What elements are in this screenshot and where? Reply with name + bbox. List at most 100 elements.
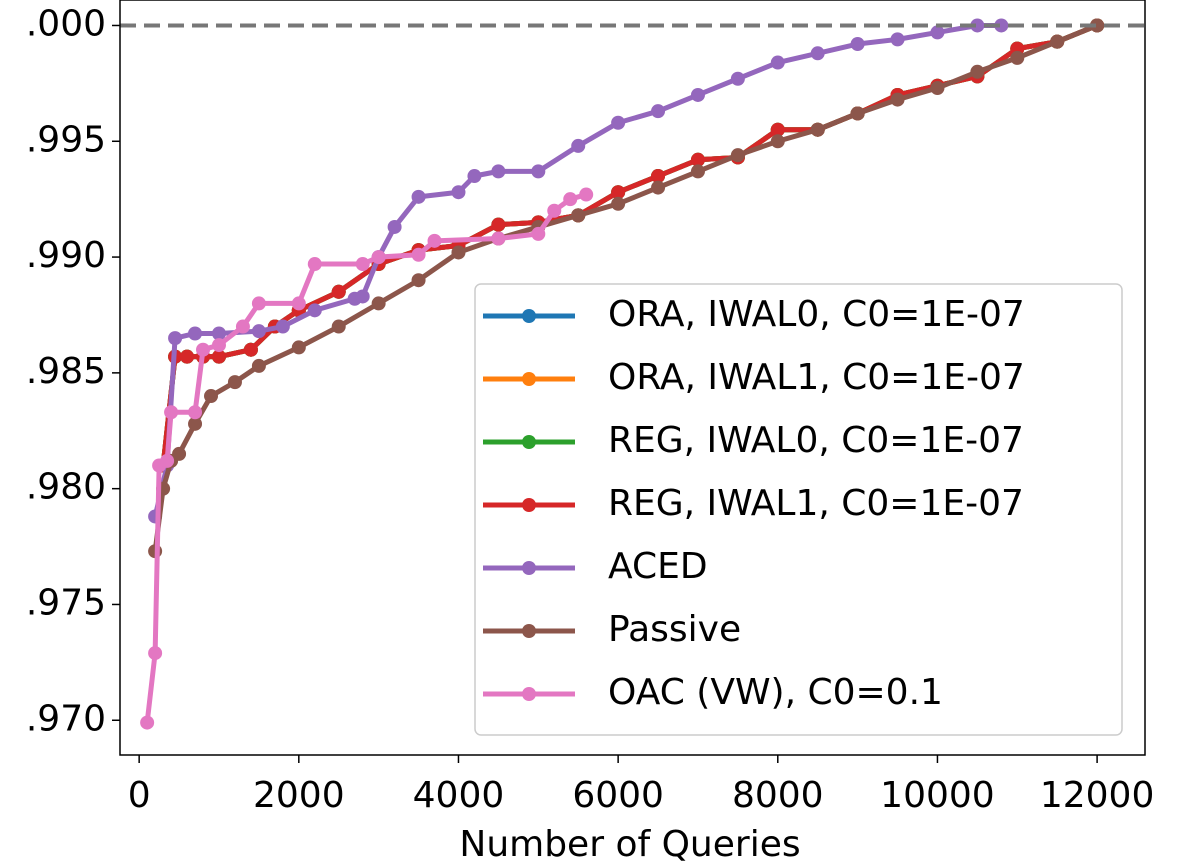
series-marker — [571, 208, 586, 223]
series-marker — [531, 226, 546, 241]
series-marker — [411, 273, 426, 288]
series-marker — [204, 389, 219, 404]
series-marker — [227, 375, 242, 390]
series-marker — [172, 446, 187, 461]
series-marker — [611, 185, 626, 200]
series-marker — [579, 187, 594, 202]
y-tick-label: .985 — [26, 351, 106, 392]
series-marker — [890, 32, 905, 47]
series-marker — [730, 71, 745, 86]
series-marker — [196, 342, 211, 357]
series-marker — [690, 164, 705, 179]
y-tick-label: .980 — [26, 467, 106, 508]
series-marker — [810, 122, 825, 137]
series-marker — [810, 46, 825, 61]
series-marker — [355, 257, 370, 272]
legend-box — [474, 283, 1123, 736]
series-marker — [930, 25, 945, 40]
series-marker — [651, 169, 666, 184]
plot-frame — [119, 0, 1146, 756]
series-marker — [387, 219, 402, 234]
series-marker — [307, 257, 322, 272]
series-marker — [180, 349, 195, 364]
legend-label: REG, IWAL0, C0=1E-07 — [608, 420, 1024, 461]
series-marker — [235, 319, 250, 334]
series-marker — [211, 326, 226, 341]
series-marker — [890, 92, 905, 107]
x-tick-label: 0 — [128, 775, 151, 816]
series-marker — [850, 37, 865, 52]
series-marker — [371, 250, 386, 265]
series-marker — [148, 646, 163, 661]
series-marker — [160, 453, 175, 468]
series-marker — [275, 319, 290, 334]
series-marker — [491, 164, 506, 179]
series-marker — [547, 203, 562, 218]
legend-marker — [522, 372, 536, 386]
series-marker — [970, 18, 985, 33]
y-tick-label: .975 — [26, 582, 106, 623]
series-marker — [331, 319, 346, 334]
series-marker — [251, 358, 266, 373]
series-marker — [188, 416, 203, 431]
series-marker — [491, 217, 506, 232]
legend-marker — [522, 435, 536, 449]
legend-label: ORA, IWAL0, C0=1E-07 — [608, 294, 1025, 335]
series-marker — [355, 289, 370, 304]
series-marker — [770, 134, 785, 149]
series-marker — [651, 180, 666, 195]
series-marker — [211, 338, 226, 353]
x-tick-label: 4000 — [413, 775, 505, 816]
series-marker — [730, 148, 745, 163]
series-marker — [164, 405, 179, 420]
series-marker — [1010, 50, 1025, 65]
series-marker — [251, 324, 266, 339]
x-tick-label: 6000 — [572, 775, 664, 816]
y-tick-label: .970 — [26, 698, 106, 739]
series-marker — [243, 342, 258, 357]
series-marker — [611, 115, 626, 130]
series-marker — [411, 247, 426, 262]
series-marker — [970, 64, 985, 79]
series-marker — [291, 340, 306, 355]
series-marker — [188, 405, 203, 420]
series-marker — [1090, 18, 1105, 33]
series-marker — [770, 122, 785, 137]
series-marker — [690, 152, 705, 167]
legend-label: OAC (VW), C0=0.1 — [608, 672, 943, 713]
series-marker — [571, 138, 586, 153]
y-tick-label: .000 — [26, 3, 106, 44]
series-marker — [491, 231, 506, 246]
series-marker — [690, 87, 705, 102]
legend-marker — [522, 624, 536, 638]
series-marker — [291, 296, 306, 311]
legend-label: Passive — [608, 609, 741, 650]
series-marker — [331, 284, 346, 299]
series-marker — [211, 349, 226, 364]
series-marker — [930, 81, 945, 96]
series-marker — [1050, 34, 1065, 49]
legend-label: ACED — [608, 546, 708, 587]
series-marker — [140, 715, 155, 730]
series-marker — [531, 164, 546, 179]
y-tick-label: .990 — [26, 235, 106, 276]
legend-label: REG, IWAL1, C0=1E-07 — [608, 483, 1024, 524]
legend-marker — [522, 561, 536, 575]
series-marker — [651, 104, 666, 119]
series-marker — [850, 106, 865, 121]
x-axis-label: Number of Queries — [459, 824, 800, 865]
series-marker — [611, 196, 626, 211]
legend-label: ORA, IWAL1, C0=1E-07 — [608, 357, 1025, 398]
series-marker — [411, 189, 426, 204]
x-tick-label: 2000 — [253, 775, 345, 816]
series-marker — [994, 18, 1009, 33]
series-marker — [467, 169, 482, 184]
series-marker — [168, 331, 183, 346]
legend-marker — [522, 498, 536, 512]
x-tick-label: 8000 — [732, 775, 824, 816]
series-marker — [451, 185, 466, 200]
series-marker — [563, 192, 578, 207]
legend-marker — [522, 309, 536, 323]
x-tick-label: 10000 — [880, 775, 995, 816]
